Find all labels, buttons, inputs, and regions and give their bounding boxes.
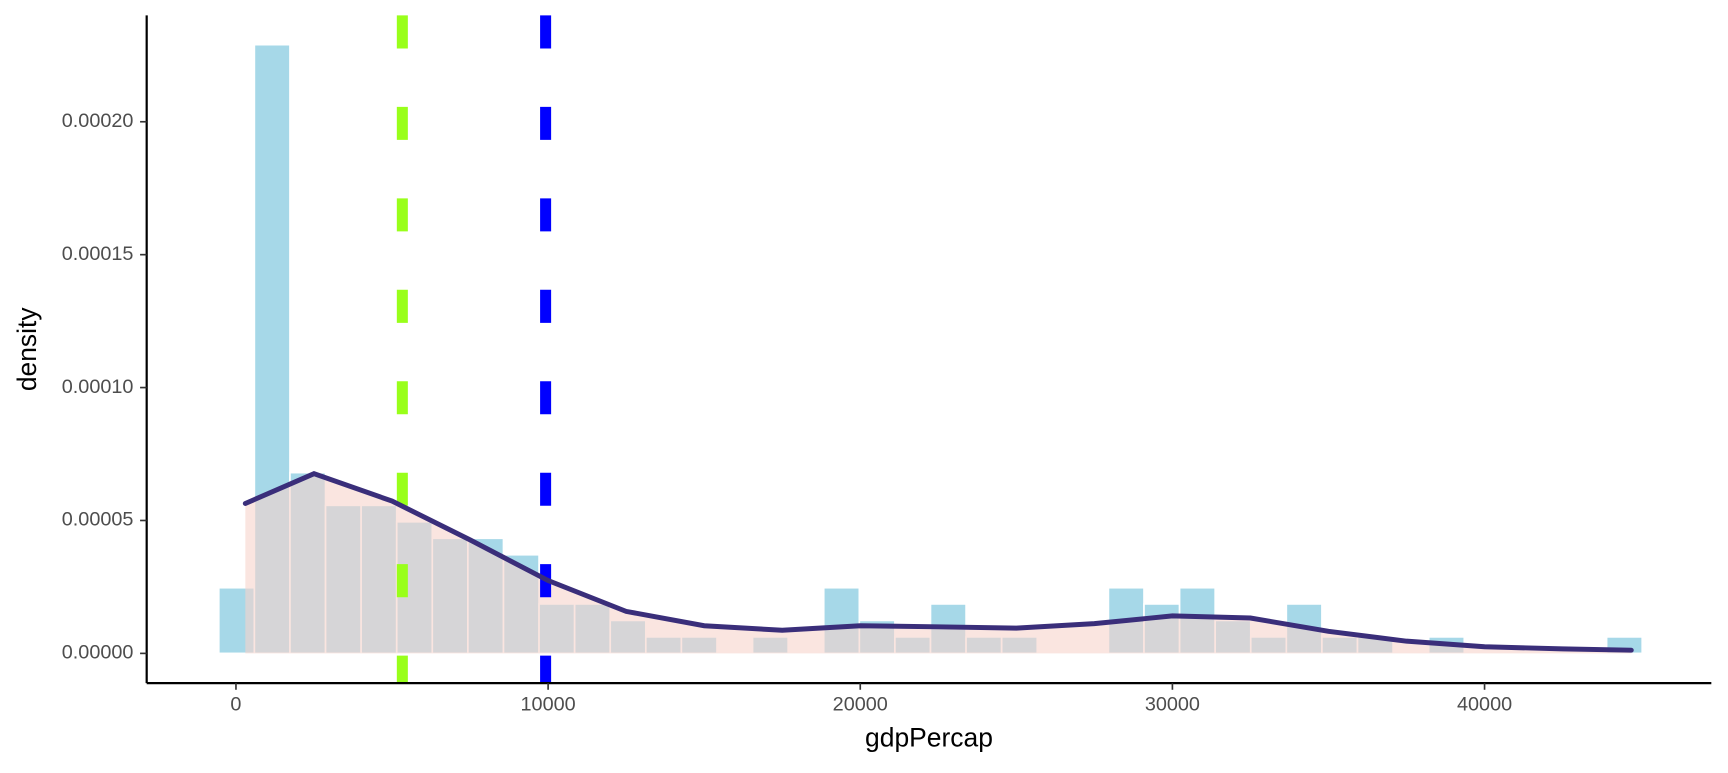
x-tick-label: 10000 <box>521 693 576 715</box>
y-tick-label: 0.00005 <box>62 509 134 531</box>
x-tick-label: 20000 <box>833 693 888 715</box>
y-tick-label: 0.00020 <box>62 110 134 132</box>
x-axis-title: gdpPercap <box>865 722 993 752</box>
y-tick-label: 0.00015 <box>62 243 134 265</box>
density-area <box>245 473 1632 654</box>
y-axis-title: density <box>12 307 42 392</box>
density-curve <box>242 471 1634 653</box>
y-tick-label: 0.00000 <box>62 642 134 664</box>
y-tick-label: 0.00010 <box>62 376 134 398</box>
x-tick-label: 0 <box>230 693 241 715</box>
x-tick-label: 30000 <box>1145 693 1200 715</box>
x-tick-label: 40000 <box>1457 693 1512 715</box>
